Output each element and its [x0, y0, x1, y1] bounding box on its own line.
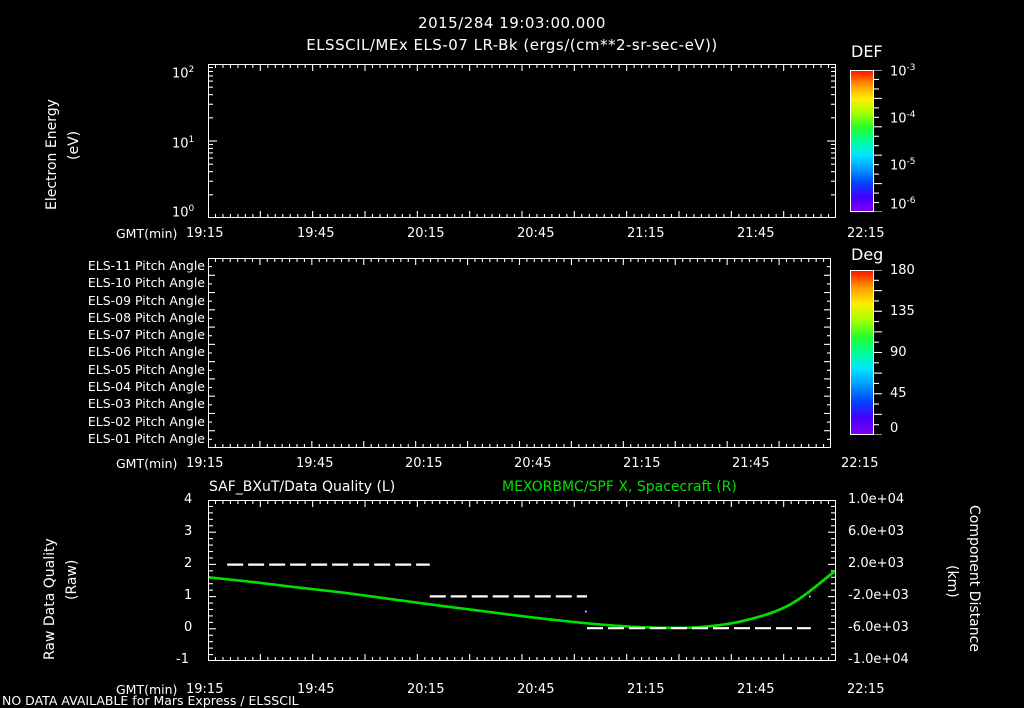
panel1-xtick-5: 21:45 — [737, 226, 775, 241]
footer-status: NO DATA AVAILABLE for Mars Express / ELS… — [2, 693, 299, 708]
panel3-title-right: MEXORBMC/SPF X, Spacecraft (R) — [502, 479, 737, 495]
panel1-xtick-3: 20:45 — [517, 226, 555, 241]
panel2-row-label: ELS-04 Pitch Angle — [87, 379, 205, 395]
colorbar-deg-label-45: 45 — [890, 386, 907, 401]
panel3-ytick-left-4: 4 — [184, 492, 193, 507]
panel3-xtick-1: 19:45 — [297, 682, 335, 697]
panel1-ytick-0: 100 — [172, 204, 195, 221]
panel3-xtick-0: 19:15 — [186, 682, 224, 697]
panel2-row-label: ELS-03 Pitch Angle — [87, 396, 205, 412]
panel3-ytick-left-1: 1 — [184, 588, 193, 603]
panel2-xlabel: GMT(min) — [116, 456, 178, 471]
panel2-xtick-5: 21:45 — [732, 456, 770, 471]
colorbar-deg-label-135: 135 — [890, 304, 915, 319]
panel2-row-label: ELS-11 Pitch Angle — [87, 258, 205, 273]
panel2-row-label: ELS-10 Pitch Angle — [87, 275, 205, 291]
panel2-row-label: ELS-07 Pitch Angle — [87, 327, 205, 343]
panel3-ytick-right-4: -6.0e+03 — [848, 620, 909, 635]
panel3-ytick-left-2: 2 — [184, 556, 193, 571]
panel3-plot-frame — [208, 500, 836, 661]
panel3-ytick-right-0: 1.0e+04 — [848, 492, 905, 507]
panel1-xtick-2: 20:15 — [407, 226, 445, 241]
panel1-ytick-2: 102 — [172, 65, 195, 82]
panel1-xtick-0: 19:15 — [186, 226, 224, 241]
colorbar-def-label-3: 10-6 — [890, 196, 916, 213]
panel2-row-label: ELS-02 Pitch Angle — [87, 413, 205, 429]
panel3-ytick-right-1: 6.0e+03 — [848, 524, 905, 539]
page-title: 2015/284 19:03:00.000 — [418, 14, 606, 32]
panel3-xlabel: GMT(min) — [116, 682, 178, 697]
panel3-ytick-left-3: 3 — [184, 524, 193, 539]
panel3-ylabel-right-line1: Component Distance — [966, 505, 982, 652]
panel2-xtick-6: 22:15 — [841, 456, 879, 471]
colorbar-def-title: DEF — [851, 42, 883, 61]
panel2-row-label: ELS-06 Pitch Angle — [87, 344, 205, 360]
colorbar-def-ticks — [874, 70, 882, 212]
panel1-xlabel: GMT(min) — [116, 226, 178, 241]
panel1-xtick-6: 22:15 — [847, 226, 885, 241]
panel1-xticklabels: 19:15 19:45 20:15 20:45 21:15 21:45 22:1… — [186, 226, 884, 244]
panel2-xtick-1: 19:45 — [296, 456, 334, 471]
colorbar-def — [850, 70, 874, 212]
panel3-tick-marks — [208, 500, 836, 661]
colorbar-deg-label-0: 0 — [890, 421, 899, 436]
panel3-ytick-right-5: -1.0e+04 — [848, 652, 909, 667]
panel3-xtick-6: 22:15 — [847, 682, 885, 697]
colorbar-def-label-1: 10-4 — [890, 110, 916, 127]
panel3-ylabel-left-line1: Raw Data Quality — [42, 538, 58, 660]
panel2-row-label: ELS-05 Pitch Angle — [87, 361, 205, 377]
panel2-row-label: ELS-08 Pitch Angle — [87, 309, 205, 325]
panel3-title-left: SAF_BXuT/Data Quality (L) — [209, 479, 396, 495]
colorbar-deg-ticks — [874, 270, 882, 435]
panel2-row-labels: ELS-11 Pitch Angle ELS-10 Pitch Angle EL… — [0, 258, 205, 448]
panel3-xtick-5: 21:45 — [737, 682, 775, 697]
panel1-ylabel-line2: (eV) — [66, 130, 82, 160]
panel3-ylabel-right-line2: (km) — [944, 565, 960, 598]
panel3-ytick-right-2: 2.0e+03 — [848, 556, 905, 571]
panel3-ytick-right-3: -2.0e+03 — [848, 588, 909, 603]
panel3-ylabel-left-line2: (Raw) — [64, 559, 80, 600]
panel1-xtick-4: 21:15 — [627, 226, 665, 241]
panel1-ylabel-line1: Electron Energy — [44, 99, 60, 210]
colorbar-deg — [850, 270, 874, 435]
colorbar-deg-title: Deg — [851, 245, 884, 264]
panel3-ytick-left-m1: -1 — [176, 652, 189, 667]
panel1-ytick-1: 101 — [172, 135, 195, 152]
panel3-ytick-left-0: 0 — [184, 620, 193, 635]
colorbar-deg-label-90: 90 — [890, 345, 907, 360]
panel3-xtick-3: 20:45 — [517, 682, 555, 697]
panel2-row-label: ELS-01 Pitch Angle — [87, 430, 205, 446]
panel2-row-label: ELS-09 Pitch Angle — [87, 292, 205, 308]
panel3-xticklabels: 19:15 19:45 20:15 20:45 21:15 21:45 22:1… — [186, 682, 884, 700]
panel2-xtick-0: 19:15 — [186, 456, 224, 471]
page-subtitle: ELSSCIL/MEx ELS-07 LR-Bk (ergs/(cm**2-sr… — [306, 36, 718, 54]
panel1-xtick-1: 19:45 — [297, 226, 335, 241]
panel3-xtick-2: 20:15 — [407, 682, 445, 697]
panel1-tick-marks — [208, 64, 836, 218]
colorbar-deg-label-180: 180 — [890, 263, 915, 278]
panel2-xtick-4: 21:15 — [623, 456, 661, 471]
panel3-data-traces — [209, 563, 835, 630]
panel3-xtick-4: 21:15 — [627, 682, 665, 697]
panel2-tick-marks — [208, 258, 831, 448]
panel2-xtick-2: 20:15 — [405, 456, 443, 471]
panel2-xticklabels: 19:15 19:45 20:15 20:45 21:15 21:45 22:1… — [186, 456, 878, 474]
colorbar-def-label-0: 10-3 — [890, 63, 916, 80]
colorbar-def-label-2: 10-5 — [890, 157, 916, 174]
panel2-xtick-3: 20:45 — [514, 456, 552, 471]
